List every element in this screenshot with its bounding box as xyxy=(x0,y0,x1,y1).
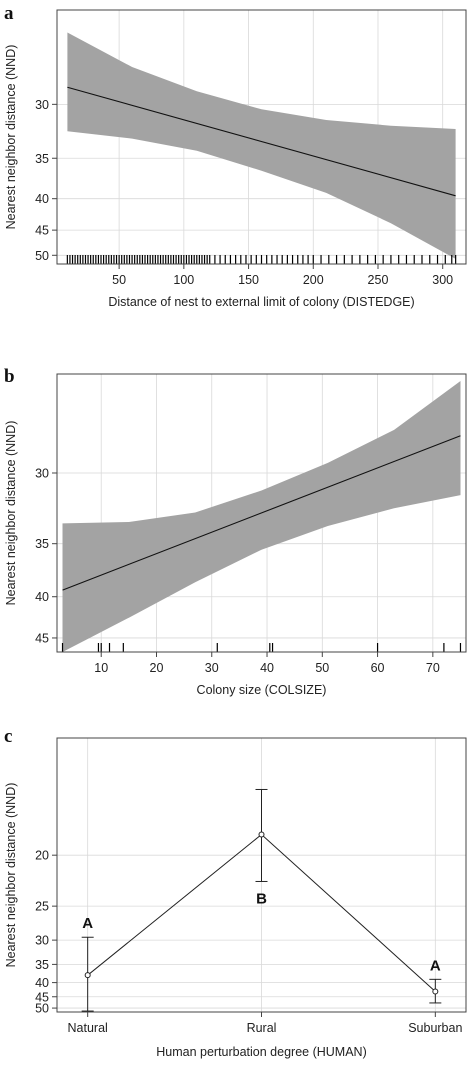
x-tick-label: 250 xyxy=(368,273,389,287)
x-tick-label: 10 xyxy=(94,661,108,675)
y-tick-label: 35 xyxy=(35,152,49,166)
panel-label-c: c xyxy=(4,726,12,747)
rug-a xyxy=(66,255,457,264)
panel-label-b: b xyxy=(4,366,15,387)
x-tick-label: 150 xyxy=(238,273,259,287)
error-bars-c: A B A xyxy=(81,788,442,1012)
y-tick-label: 30 xyxy=(35,466,49,480)
group-letter-0: A xyxy=(82,915,93,932)
estimate-point-2 xyxy=(432,988,439,995)
grid-b xyxy=(57,374,466,652)
x-tick-label: 100 xyxy=(173,273,194,287)
y-axis-label-b: Nearest neighbor distance (NND) xyxy=(4,421,18,606)
y-tick-label: 30 xyxy=(35,934,49,948)
confidence-band-b xyxy=(62,381,461,652)
y-tick-label: 30 xyxy=(35,98,49,112)
x-tick-label: Rural xyxy=(247,1021,277,1035)
estimate-point-1 xyxy=(258,831,265,838)
fit-line-a xyxy=(67,86,456,197)
x-tick-label: Suburban xyxy=(408,1021,462,1035)
x-tick-label: 50 xyxy=(112,273,126,287)
panel-label-a: a xyxy=(4,3,14,24)
y-tick-label: 35 xyxy=(35,958,49,972)
x-axis-label-c: Human perturbation degree (HUMAN) xyxy=(156,1045,367,1059)
y-tick-label: 45 xyxy=(35,224,49,238)
group-letter-2: A xyxy=(430,957,441,974)
fit-line-b xyxy=(62,435,461,591)
x-tick-label: Natural xyxy=(68,1021,108,1035)
x-axis-label-b: Colony size (COLSIZE) xyxy=(197,683,327,697)
x-tick-label: 200 xyxy=(303,273,324,287)
x-tick-label: 20 xyxy=(150,661,164,675)
y-tick-label: 20 xyxy=(35,849,49,863)
x-tick-label: 40 xyxy=(260,661,274,675)
x-axis-a: 50 100 150 200 250 300 xyxy=(112,264,453,287)
y-tick-label: 50 xyxy=(35,1002,49,1016)
y-tick-label: 45 xyxy=(35,990,49,1004)
x-tick-label: 300 xyxy=(432,273,453,287)
rug-b xyxy=(61,643,462,652)
plot-frame-a xyxy=(56,9,467,265)
x-tick-label: 30 xyxy=(205,661,219,675)
panel-a: a 50 100 150 200 250 300 30 35 40 45 50 Distance … xyxy=(4,3,467,309)
y-tick-label: 45 xyxy=(35,631,49,645)
x-tick-label: 60 xyxy=(371,661,385,675)
y-axis-label-c: Nearest neighbor distance (NND) xyxy=(4,783,18,968)
group-letter-1: B xyxy=(256,890,267,907)
x-axis-c: Natural Rural Suburban xyxy=(68,1012,462,1035)
y-tick-label: 40 xyxy=(35,192,49,206)
y-tick-label: 35 xyxy=(35,537,49,551)
plot-frame-b xyxy=(56,373,467,653)
y-tick-label: 50 xyxy=(35,249,49,263)
y-axis-a: 30 35 40 45 50 xyxy=(35,98,57,263)
confidence-band-a xyxy=(67,32,456,259)
y-tick-label: 40 xyxy=(35,590,49,604)
y-axis-label-a: Nearest neighbor distance (NND) xyxy=(4,45,18,230)
x-axis-label-a: Distance of nest to external limit of co… xyxy=(108,295,414,309)
panel-c: c A B A Natural Rural Suburban 20 25 30 35 40455… xyxy=(4,726,467,1059)
y-tick-label: 25 xyxy=(35,900,49,914)
estimate-point-0 xyxy=(84,972,91,979)
x-axis-b: 10 20 30 40 50 60 70 xyxy=(94,652,440,675)
y-tick-label: 40 xyxy=(35,976,49,990)
y-axis-b: 30 35 40 45 xyxy=(35,466,57,645)
x-tick-label: 50 xyxy=(315,661,329,675)
panel-b: b 10 20 30 40 50 60 70 30 35 40 45 Colony size (C… xyxy=(4,366,467,697)
x-tick-label: 70 xyxy=(426,661,440,675)
